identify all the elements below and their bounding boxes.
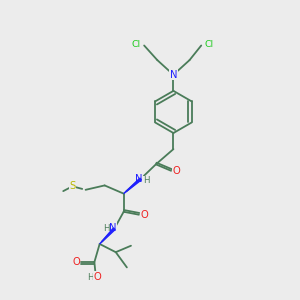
- Text: O: O: [72, 257, 80, 267]
- Text: H: H: [87, 273, 94, 282]
- Text: O: O: [94, 272, 101, 282]
- Polygon shape: [100, 228, 115, 244]
- Text: H: H: [103, 224, 109, 233]
- Text: N: N: [109, 223, 117, 232]
- Polygon shape: [124, 178, 141, 194]
- Text: N: N: [135, 174, 143, 184]
- Text: H: H: [143, 176, 149, 185]
- Text: O: O: [172, 166, 180, 176]
- Text: Cl: Cl: [131, 40, 141, 49]
- Text: N: N: [170, 70, 177, 80]
- Text: S: S: [69, 181, 76, 191]
- Text: Cl: Cl: [205, 40, 214, 49]
- Text: O: O: [140, 210, 148, 220]
